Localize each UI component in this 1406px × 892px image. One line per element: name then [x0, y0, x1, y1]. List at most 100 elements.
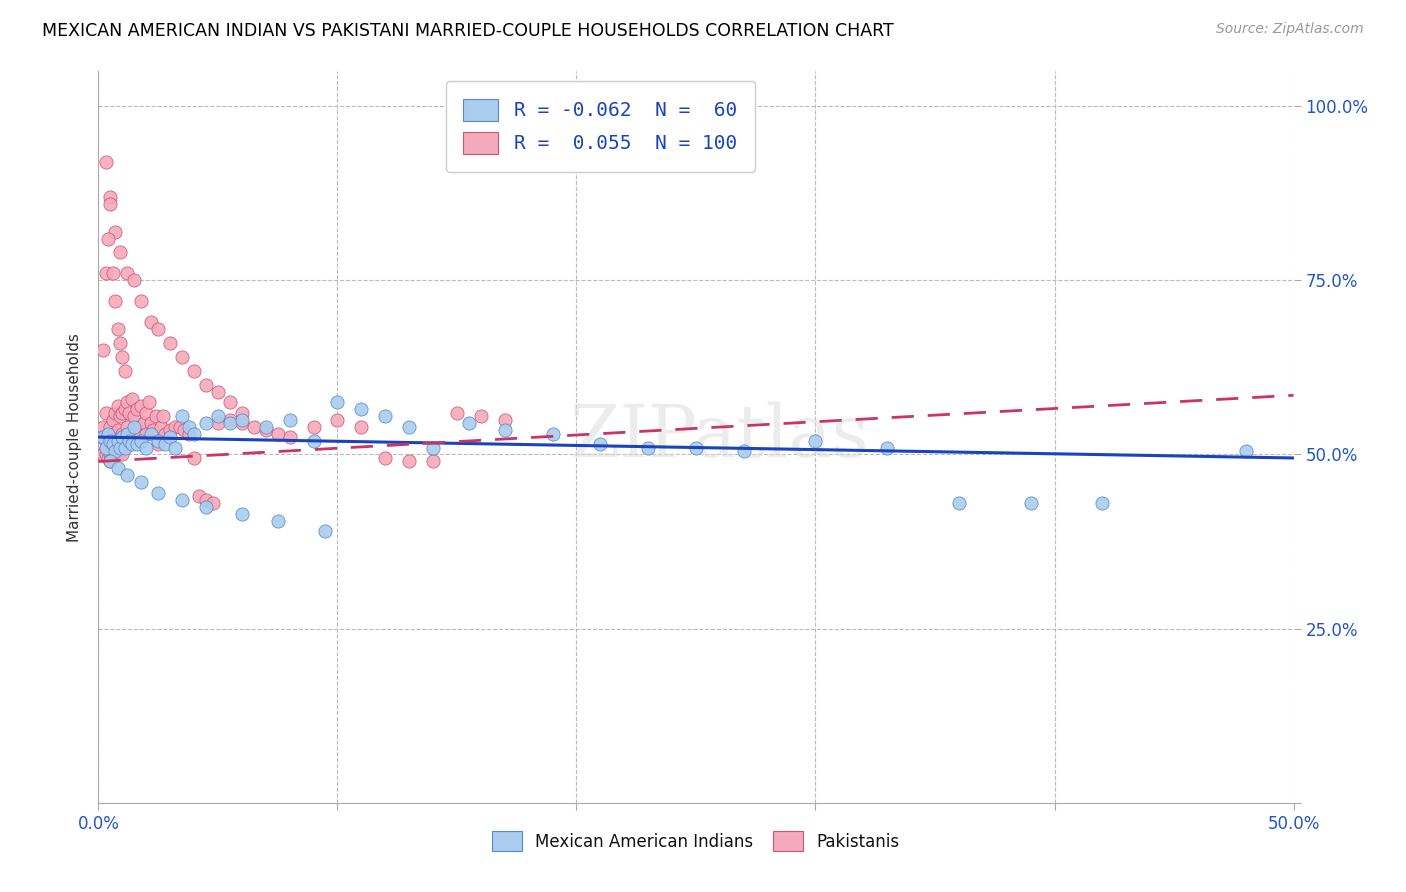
Point: [231, 507, 253, 521]
Point: [219, 416, 242, 430]
Point: [107, 423, 129, 437]
Point: [115, 426, 138, 441]
Text: MEXICAN AMERICAN INDIAN VS PAKISTANI MARRIED-COUPLE HOUSEHOLDS CORRELATION CHART: MEXICAN AMERICAN INDIAN VS PAKISTANI MAR…: [42, 22, 894, 40]
Point: [315, 524, 337, 538]
Text: ZIPatlas: ZIPatlas: [569, 401, 870, 473]
Point: [142, 423, 165, 437]
Point: [111, 430, 134, 444]
Point: [101, 437, 124, 451]
Point: [114, 364, 136, 378]
Point: [685, 441, 707, 455]
Point: [108, 409, 131, 424]
Point: [159, 423, 181, 437]
Point: [155, 426, 177, 441]
Point: [111, 448, 134, 462]
Point: [398, 419, 420, 434]
Point: [124, 273, 146, 287]
Point: [278, 430, 301, 444]
Point: [118, 434, 141, 448]
Point: [169, 419, 191, 434]
Point: [107, 461, 129, 475]
Point: [494, 423, 516, 437]
Point: [183, 364, 205, 378]
Point: [115, 266, 138, 280]
Point: [172, 492, 194, 507]
Point: [195, 500, 218, 514]
Point: [163, 419, 186, 434]
Point: [207, 409, 229, 424]
Point: [101, 426, 124, 441]
Point: [135, 426, 157, 441]
Point: [278, 412, 301, 426]
Point: [125, 402, 148, 417]
Point: [267, 426, 290, 441]
Point: [101, 266, 124, 280]
Point: [948, 496, 970, 510]
Point: [195, 416, 218, 430]
Point: [152, 409, 174, 424]
Point: [104, 441, 127, 455]
Point: [422, 454, 444, 468]
Point: [159, 336, 181, 351]
Point: [124, 419, 146, 434]
Point: [470, 409, 492, 424]
Point: [97, 430, 120, 444]
Point: [207, 416, 229, 430]
Point: [139, 315, 162, 329]
Point: [108, 336, 131, 351]
Point: [254, 419, 277, 434]
Point: [131, 399, 153, 413]
Point: [139, 416, 162, 430]
Point: [145, 409, 167, 424]
Point: [243, 419, 266, 434]
Point: [97, 450, 120, 465]
Point: [98, 454, 122, 468]
Point: [91, 343, 114, 357]
Point: [231, 416, 253, 430]
Point: [94, 406, 117, 420]
Point: [91, 448, 114, 462]
Point: [111, 350, 134, 364]
Point: [494, 412, 516, 426]
Point: [148, 322, 170, 336]
Point: [118, 434, 141, 448]
Point: [148, 434, 170, 448]
Point: [94, 441, 117, 455]
Point: [163, 441, 186, 455]
Point: [195, 492, 218, 507]
Point: [94, 266, 117, 280]
Point: [121, 426, 143, 441]
Point: [131, 434, 153, 448]
Point: [231, 412, 253, 426]
Point: [179, 426, 201, 441]
Point: [108, 430, 131, 444]
Point: [172, 409, 194, 424]
Point: [541, 426, 564, 441]
Point: [124, 409, 146, 424]
Point: [90, 430, 112, 444]
Point: [219, 395, 242, 409]
Point: [91, 419, 114, 434]
Point: [207, 384, 229, 399]
Point: [589, 437, 612, 451]
Point: [398, 454, 420, 468]
Point: [733, 444, 755, 458]
Point: [107, 448, 129, 462]
Point: [1234, 444, 1257, 458]
Point: [172, 350, 194, 364]
Point: [231, 406, 253, 420]
Point: [94, 448, 117, 462]
Point: [173, 423, 195, 437]
Point: [135, 441, 157, 455]
Point: [114, 441, 136, 455]
Point: [195, 377, 218, 392]
Point: [104, 225, 127, 239]
Point: [139, 426, 162, 441]
Point: [121, 437, 143, 451]
Point: [115, 468, 138, 483]
Point: [159, 430, 181, 444]
Point: [98, 434, 122, 448]
Point: [350, 402, 373, 417]
Point: [128, 419, 150, 434]
Point: [124, 434, 146, 448]
